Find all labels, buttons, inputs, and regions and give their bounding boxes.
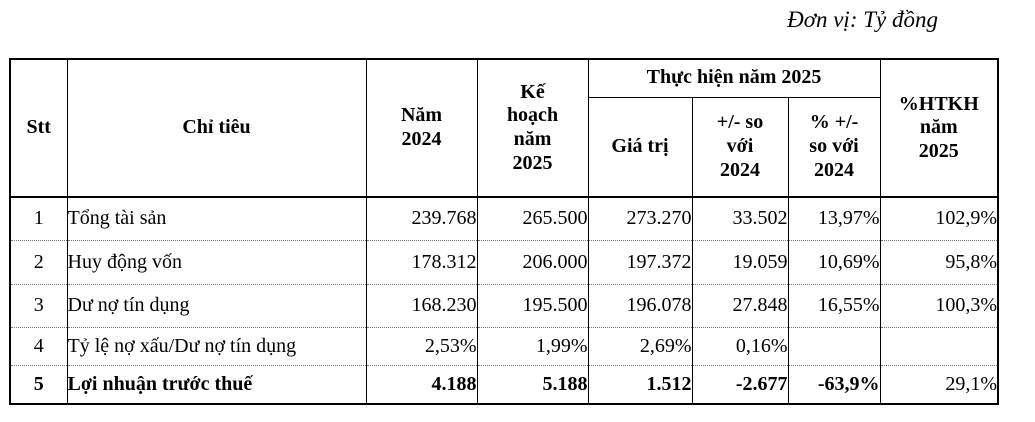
cell-stt: 4 [9,326,68,365]
header-ke-hoach-2025: Kế hoạch năm 2025 [476,59,589,197]
cell-htkh: 100,3% [879,283,999,327]
header-nam-2024: Năm 2024 [365,59,478,197]
cell-delta: 33.502 [691,196,789,240]
table-row: 4 Tỷ lệ nợ xấu/Dư nợ tín dụng 2,53% 1,99… [9,326,999,365]
cell-ke-hoach: 1,99% [476,326,589,365]
cell-htkh: 29,1% [879,364,999,404]
cell-nam-2024: 239.768 [365,196,478,240]
table-row: 3 Dư nợ tín dụng 168.230 195.500 196.078… [9,283,999,327]
cell-nam-2024: 178.312 [365,239,478,284]
cell-delta-pct: 16,55% [787,283,881,327]
cell-delta-pct: 13,97% [787,196,881,240]
table-row-total: 5 Lợi nhuận trước thuế 4.188 5.188 1.512… [9,364,999,404]
cell-delta: 0,16% [691,326,789,365]
table-row: 2 Huy động vốn 178.312 206.000 197.372 1… [9,239,999,284]
table-body: 1 Tổng tài sản 239.768 265.500 273.270 3… [9,196,999,404]
cell-label: Huy động vốn [66,239,367,284]
cell-gia-tri: 273.270 [587,196,693,240]
cell-delta: -2.677 [691,364,789,404]
cell-gia-tri: 2,69% [587,326,693,365]
cell-gia-tri: 1.512 [587,364,693,404]
cell-nam-2024: 4.188 [365,364,478,404]
cell-label: Lợi nhuận trước thuế [66,364,367,404]
unit-label: Đơn vị: Tỷ đồng [787,7,938,32]
cell-nam-2024: 168.230 [365,283,478,327]
header-chi-tieu: Chỉ tiêu [66,59,367,197]
cell-stt: 2 [9,239,68,284]
cell-stt: 3 [9,283,68,327]
cell-htkh [879,326,999,365]
header-gia-tri: Giá trị [587,97,693,197]
cell-stt: 1 [9,196,68,240]
header-delta-vs-2024: +/- so với 2024 [691,97,789,197]
cell-nam-2024: 2,53% [365,326,478,365]
cell-delta-pct: 10,69% [787,239,881,284]
cell-delta-pct [787,326,881,365]
cell-ke-hoach: 206.000 [476,239,589,284]
cell-delta: 27.848 [691,283,789,327]
cell-gia-tri: 196.078 [587,283,693,327]
cell-delta: 19.059 [691,239,789,284]
financial-targets-table: Stt Chỉ tiêu Năm 2024 Kế hoạch năm 2025 … [9,58,1000,405]
cell-label: Tỷ lệ nợ xấu/Dư nợ tín dụng [66,326,367,365]
header-thuc-hien-2025: Thực hiện năm 2025 [587,59,881,98]
cell-ke-hoach: 5.188 [476,364,589,404]
table-header: Stt Chỉ tiêu Năm 2024 Kế hoạch năm 2025 … [9,59,999,197]
cell-delta-pct: -63,9% [787,364,881,404]
header-pct-delta-vs-2024: % +/- so với 2024 [787,97,881,197]
header-pct-htkh-2025: %HTKH năm 2025 [879,59,999,197]
cell-label: Tổng tài sản [66,196,367,240]
cell-stt: 5 [9,364,68,404]
cell-htkh: 95,8% [879,239,999,284]
cell-htkh: 102,9% [879,196,999,240]
table-row: 1 Tổng tài sản 239.768 265.500 273.270 3… [9,196,999,240]
cell-ke-hoach: 265.500 [476,196,589,240]
header-stt: Stt [9,59,68,197]
cell-ke-hoach: 195.500 [476,283,589,327]
cell-label: Dư nợ tín dụng [66,283,367,327]
cell-gia-tri: 197.372 [587,239,693,284]
